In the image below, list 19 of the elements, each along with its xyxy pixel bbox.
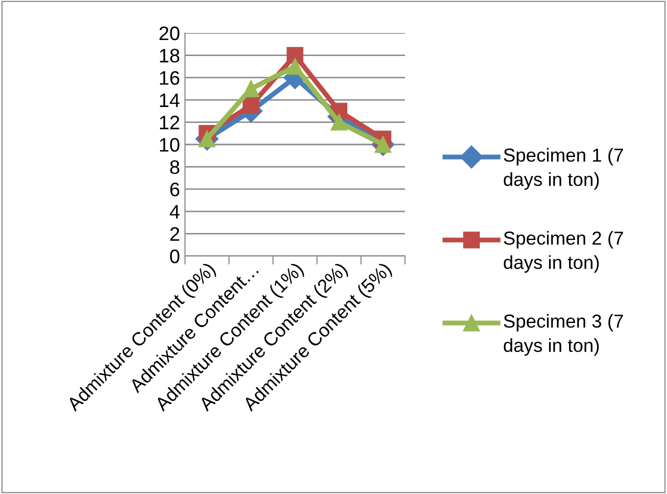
point bbox=[286, 58, 304, 75]
legend-label: Specimen 2 (7 days in ton) bbox=[504, 231, 623, 273]
y-tick-label: 16 bbox=[160, 71, 180, 85]
y-tick-label: 2 bbox=[170, 227, 180, 241]
y-tick-label: 20 bbox=[159, 26, 180, 40]
y-tick-label: 0 bbox=[170, 249, 180, 264]
point bbox=[242, 97, 260, 114]
y-tick-label: 10 bbox=[160, 138, 180, 152]
point bbox=[198, 130, 216, 148]
y-tick-label: 8 bbox=[170, 160, 180, 174]
y-tick-label: 6 bbox=[170, 182, 180, 196]
legend-label: Specimen 1 (7 days in ton) bbox=[504, 148, 623, 190]
y-tick-label: 12 bbox=[160, 116, 180, 130]
y-tick-label: 14 bbox=[160, 94, 180, 107]
legend-label: Specimen 3 (7 days in ton) bbox=[504, 314, 623, 356]
point bbox=[242, 80, 260, 98]
y-tick-label: 4 bbox=[170, 205, 180, 218]
point bbox=[286, 46, 304, 64]
y-tick-label: 18 bbox=[160, 48, 180, 63]
